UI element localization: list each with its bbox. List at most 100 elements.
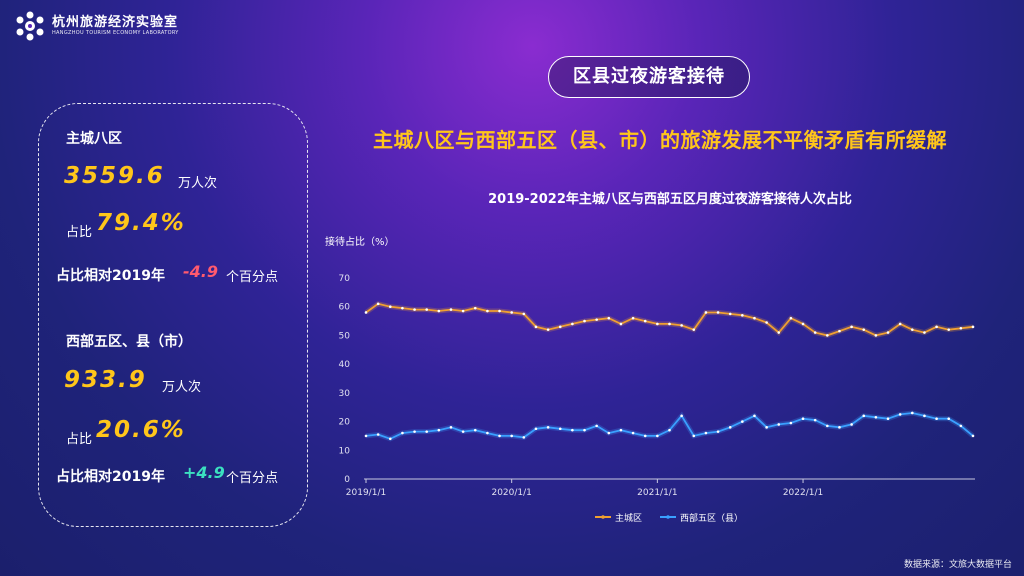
data-point: [461, 430, 465, 433]
data-point: [923, 331, 926, 334]
data-point: [898, 413, 902, 416]
chart-title: 2019-2022年主城八区与西部五区月度过夜游客接待人次占比: [488, 192, 852, 207]
data-point: [546, 328, 550, 331]
y-tick-label: 30: [339, 389, 351, 399]
main-area-label: 主城八区: [66, 131, 122, 147]
data-point: [388, 437, 392, 441]
logo-mark-icon: [16, 11, 44, 41]
data-point: [911, 411, 914, 415]
series-glow-0: [364, 301, 974, 339]
data-point: [473, 306, 477, 310]
west-share-value: 20.6%: [96, 417, 186, 443]
data-point: [376, 433, 380, 436]
data-point: [692, 434, 696, 438]
data-point: [522, 436, 526, 439]
data-point: [595, 318, 598, 321]
data-point: [425, 308, 429, 311]
data-point: [801, 417, 805, 421]
west-area-label: 西部五区、县（市）: [66, 334, 192, 350]
series-line-1: [365, 412, 974, 440]
data-point: [850, 325, 853, 329]
legend-marker-1: [666, 515, 670, 519]
data-point: [376, 302, 380, 306]
data-point: [862, 414, 866, 418]
west-diff-value: +4.9: [183, 463, 225, 482]
data-point: [510, 434, 513, 438]
data-point: [401, 306, 404, 310]
data-point: [522, 312, 526, 316]
data-point: [947, 417, 951, 421]
data-point: [364, 311, 368, 314]
x-tick-label: 2019/1/1: [346, 488, 386, 498]
data-point: [631, 431, 635, 435]
data-point: [753, 316, 756, 320]
y-tick-label: 10: [339, 446, 351, 456]
data-point: [753, 414, 756, 418]
data-point: [473, 428, 477, 432]
main-diff-unit: 个百分点: [226, 270, 279, 285]
data-point: [959, 424, 963, 428]
data-point: [643, 434, 647, 438]
data-point: [728, 312, 732, 316]
y-tick-label: 40: [339, 360, 351, 370]
logo: 杭州旅游经济实验室 HANGZHOU TOURISM ECONOMY LABOR…: [14, 10, 179, 42]
data-point: [461, 309, 465, 313]
data-point: [777, 331, 781, 334]
data-point: [388, 305, 392, 309]
data-point: [668, 322, 671, 326]
y-tick-label: 20: [339, 418, 351, 428]
data-point: [789, 421, 793, 425]
data-point: [401, 431, 404, 435]
data-point: [777, 423, 781, 426]
headline: 主城八区与西部五区（县、市）的旅游发展不平衡矛盾有所缓解: [373, 128, 947, 152]
data-point: [546, 426, 550, 429]
data-point: [680, 324, 683, 327]
data-point: [862, 328, 866, 331]
x-tick-label: 2022/1/1: [783, 488, 823, 498]
data-point: [874, 415, 878, 419]
data-point: [813, 418, 817, 422]
data-point: [656, 322, 659, 326]
data-point: [874, 334, 878, 337]
data-point: [935, 417, 938, 421]
data-point: [364, 434, 368, 438]
data-point: [486, 431, 489, 435]
x-tick-label: 2021/1/1: [637, 488, 677, 498]
data-point: [498, 309, 501, 313]
data-point: [850, 423, 853, 426]
data-point: [765, 321, 768, 324]
data-point: [498, 434, 501, 438]
data-point: [425, 430, 429, 433]
data-point: [534, 427, 538, 431]
data-point: [741, 314, 744, 317]
data-point: [437, 428, 441, 432]
data-point: [558, 325, 562, 329]
data-point: [898, 322, 902, 326]
section-title: 区县过夜游客接待: [548, 56, 750, 98]
data-point: [935, 325, 938, 329]
data-point: [911, 328, 914, 331]
data-source: 数据来源：文旅大数据平台: [903, 560, 1012, 570]
data-point: [959, 326, 963, 330]
legend-label-1: 西部五区（县）: [680, 512, 743, 524]
y-axis-label: 接待占比（%）: [325, 235, 395, 248]
data-point: [449, 426, 453, 429]
data-point: [826, 424, 829, 428]
west-area-value: 933.9: [64, 367, 147, 393]
data-point: [704, 311, 708, 314]
data-point: [765, 426, 768, 429]
data-point: [571, 428, 574, 432]
main-diff-label: 占比相对2019年: [56, 268, 165, 284]
data-point: [583, 428, 586, 432]
y-tick-label: 50: [339, 331, 351, 341]
data-point: [923, 414, 926, 418]
data-point: [704, 431, 708, 435]
data-point: [607, 431, 611, 435]
data-point: [838, 426, 841, 429]
data-point: [680, 414, 683, 418]
data-point: [692, 328, 696, 331]
data-point: [668, 428, 671, 432]
main-diff-value: -4.9: [183, 262, 218, 281]
series-line-0: [365, 302, 974, 337]
data-point: [486, 309, 489, 313]
